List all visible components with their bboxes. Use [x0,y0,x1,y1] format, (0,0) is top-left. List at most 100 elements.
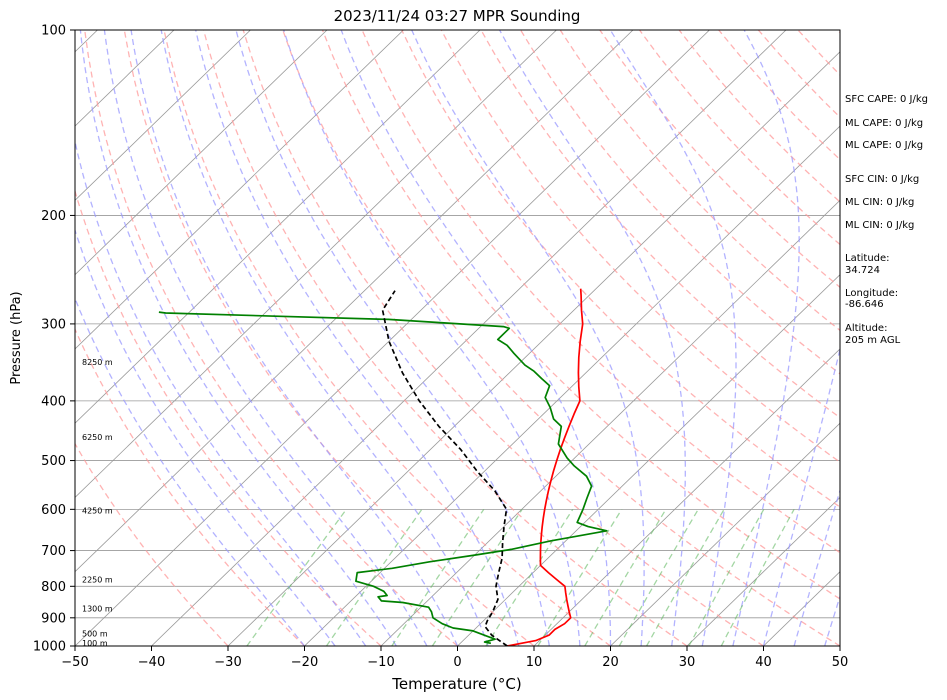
dry-adiabat-0 [84,30,458,646]
x-tick-label-0: −50 [61,655,88,670]
latitude-label: Latitude: [845,253,890,264]
x-tick-label-1: −40 [138,655,165,670]
mixing-ratio-3 [431,508,523,646]
moist-adiabat--20 [75,296,305,646]
isotherm--10 [380,199,840,646]
x-tick-label-3: −20 [291,655,318,670]
x-tick-label-7: 20 [602,655,619,670]
stat-sfc-cin: SFC CIN: 0 J/kg [845,174,919,185]
moist-adiabat-8 [195,30,520,646]
tick-layer: −50 −40 −30 −20 −10 0 10 20 30 40 50 100 200 300 400 50… [33,24,848,671]
stat-ml-cape-2: ML CAPE: 0 J/kg [845,140,923,151]
longitude-value: -86.646 [845,299,884,310]
dry-adiabat--30 [75,442,229,646]
height-label-2: 1300 m [82,605,113,614]
y-tick-label-0: 100 [41,24,66,39]
mixing-ratio-16 [618,508,699,646]
mixing-ratio-36 [720,508,795,646]
isotherm--70 [75,30,557,499]
dry-adiabat-30 [202,30,688,646]
y-tick-label-3: 400 [41,394,66,409]
isotherm--100 [75,30,328,276]
y-tick-label-1: 200 [41,209,66,224]
stat-ml-cin-2: ML CIN: 0 J/kg [845,220,914,231]
isotherm--80 [75,30,481,424]
isotherm-10 [533,348,840,646]
moist-adiabat--12 [75,138,367,646]
altitude-label: Altitude: [845,323,887,334]
height-label-0: 100 m [82,639,108,648]
x-tick-label-10: 50 [832,655,849,670]
dry-adiabat-70 [361,30,840,554]
y-tick-label-2: 300 [41,317,66,332]
dry-adiabat-130 [599,30,840,289]
x-tick-label-4: −10 [367,655,394,670]
y-axis-label: Pressure (hPa) [9,291,24,384]
moist-adiabat--4 [103,30,428,646]
y-tick-label-7: 800 [41,580,66,595]
isotherm--60 [75,30,634,573]
temperature-profile [507,288,584,646]
dry-adiabat-40 [242,30,764,646]
isotherm-20 [610,422,840,646]
height-label-1: 500 m [82,630,108,639]
dry-adiabat--20 [75,327,305,646]
height-label-6: 8250 m [82,358,113,367]
dry-adiabat-50 [282,30,840,646]
mixing-ratio-5 [485,508,574,646]
moist-adiabat-36 [732,30,800,646]
moist-adiabat-40 [762,346,840,646]
isotherm--110 [75,30,251,201]
mixing-ratio-2 [391,508,485,646]
moist-adiabat--16 [75,228,336,646]
moist-adiabat-16 [283,30,581,646]
x-axis-label: Temperature (°C) [391,675,521,693]
x-tick-label-9: 40 [755,655,772,670]
dry-adiabat-20 [163,30,611,646]
height-label-3: 2250 m [82,576,113,585]
isotherm--40 [151,30,787,646]
y-tick-label-4: 500 [41,454,66,469]
moist-adiabat-44 [793,488,840,646]
isotherm-30 [686,496,840,646]
x-tick-label-2: −30 [214,655,241,670]
moist-adiabat-20 [340,30,612,646]
isotherm--30 [227,51,840,646]
moist-adiabat-28 [499,30,686,646]
altitude-value: 205 m AGL [845,335,901,346]
latitude-value: 34.724 [845,265,880,276]
mixing-ratio-1 [325,508,423,646]
isotherm--50 [75,30,710,646]
moist-adiabat-32 [609,30,737,646]
mixing-ratio-8 [537,508,623,646]
mixing-ratio-20 [646,508,725,646]
data-layer [158,288,608,646]
mixing-ratio-0.4 [246,508,347,646]
stat-ml-cin-1: ML CIN: 0 J/kg [845,197,914,208]
stat-ml-cape-1: ML CAPE: 0 J/kg [845,118,923,129]
chart-title: 2023/11/24 03:27 MPR Sounding [334,7,581,25]
side-panel: SFC CAPE: 0 J/kg ML CAPE: 0 J/kg ML CAPE… [845,94,928,346]
mixing-ratio-12 [584,508,667,646]
moist-adiabat-12 [235,30,550,646]
x-tick-label-6: 10 [526,655,543,670]
stat-sfc-cape: SFC CAPE: 0 J/kg [845,94,928,105]
moist-adiabat-24 [411,30,645,646]
x-tick-label-5: 0 [453,655,461,670]
y-tick-label-8: 900 [41,611,66,626]
x-tick-label-8: 30 [679,655,696,670]
isotherm--20 [304,125,840,646]
isotherm--90 [75,30,404,350]
dry-adiabat-80 [401,30,840,508]
y-tick-label-9: 1000 [33,640,66,655]
y-tick-label-6: 700 [41,544,66,559]
longitude-label: Longitude: [845,288,898,299]
dry-adiabat-60 [321,30,840,600]
grid-layer [75,30,840,646]
height-label-4: 4250 m [82,507,113,516]
moist-adiabat-0 [130,30,459,646]
dewpoint-profile [158,311,608,645]
moist-adiabat--8 [79,30,397,646]
